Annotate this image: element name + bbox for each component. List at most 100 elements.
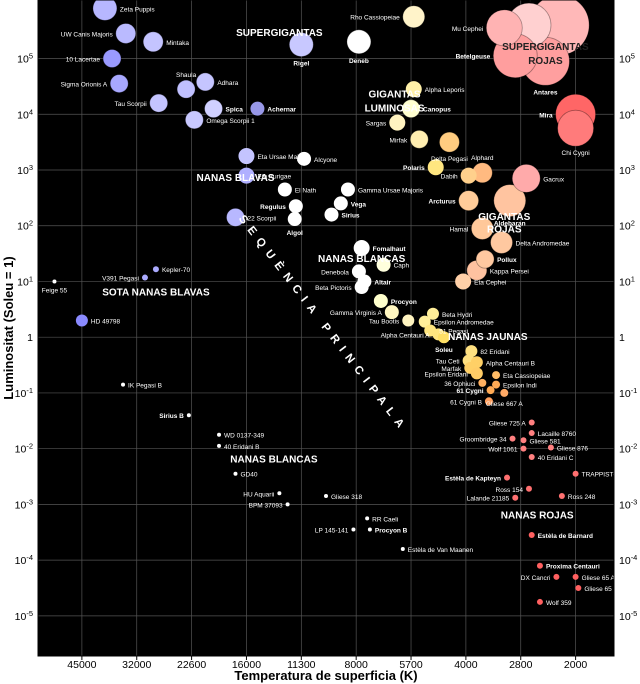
x-tick-label: 32000 bbox=[122, 659, 151, 671]
star-eta-ursae-majoris bbox=[238, 148, 255, 165]
star-label-tau-bootis: Tau Bootis bbox=[369, 318, 400, 325]
star-label-dx-cancri: DX Cancri bbox=[521, 575, 551, 582]
star-label-tau-scorpii: Tau Scorpii bbox=[115, 101, 147, 108]
star-label-v391-pegasi: V391 Pegasi bbox=[102, 276, 139, 283]
star-label-estela-de-barnard: Estèla de Barnard bbox=[538, 533, 593, 540]
star-procyon bbox=[373, 293, 388, 308]
star-rho-cassiopeiae bbox=[402, 5, 426, 29]
star-label-eta-cephei: Eta Cephei bbox=[474, 279, 506, 286]
star-label-gliese-725-a: Gliese 725 A bbox=[489, 420, 527, 427]
star-61-cygni bbox=[486, 386, 495, 395]
star-gacrux bbox=[511, 163, 541, 193]
star-label-mira: Mira bbox=[539, 112, 553, 119]
star-label-61-cygni-b: 61 Cygni B bbox=[450, 399, 482, 406]
y-tick-label: 10-5 bbox=[619, 609, 637, 623]
y-tick-label: 10-1 bbox=[619, 386, 637, 400]
star-gliese-725-a bbox=[528, 419, 535, 426]
star-label-82-eridani: 82 Eridani bbox=[480, 349, 509, 356]
x-tick-label: 22600 bbox=[177, 659, 206, 671]
star-label-deneb: Deneb bbox=[349, 58, 369, 65]
region-label-sota-nanas-blavas: SOTA NANAS BLAVAS bbox=[102, 287, 210, 298]
star-vega bbox=[333, 196, 348, 211]
star-groombridge-34 bbox=[509, 435, 516, 442]
star-label-proxima-centauri: Proxima Centauri bbox=[546, 564, 600, 571]
x-tick-label: 8000 bbox=[344, 659, 368, 671]
star-label-denebola: Denebola bbox=[321, 269, 349, 276]
star-label-uw-canis-majoris: UW Canis Majoris bbox=[61, 31, 114, 38]
star-label-gacrux: Gacrux bbox=[543, 176, 565, 183]
y-tick-label: 103 bbox=[17, 163, 33, 177]
star-label-hd-49798: HD 49798 bbox=[91, 318, 121, 325]
star-label-trappist-1: TRAPPIST-1 bbox=[582, 472, 620, 479]
star-gliese-65-b bbox=[575, 585, 582, 592]
star-spica bbox=[204, 99, 223, 119]
star-label-vega: Vega bbox=[351, 201, 367, 208]
star-label-lalande-21185: Lalande 21185 bbox=[467, 496, 510, 503]
star-gliese-581 bbox=[520, 437, 527, 444]
star-label-sirius: Sirius bbox=[341, 213, 359, 220]
star-caph bbox=[376, 257, 391, 272]
region-label-gigantas: GIGANTAS bbox=[369, 90, 421, 101]
star-ross-154 bbox=[525, 485, 532, 492]
star-delta-pegasi bbox=[439, 131, 460, 153]
stars bbox=[52, 0, 596, 605]
star-algol bbox=[287, 212, 302, 227]
star-sirius bbox=[324, 207, 339, 222]
region-label-nanas-rojas: NANAS ROJAS bbox=[501, 510, 574, 521]
star-label-hamal: Hamal bbox=[450, 227, 469, 234]
star-lalande-21185 bbox=[512, 494, 519, 501]
y-tick-label: 10-2 bbox=[619, 442, 637, 456]
star-label-fomalhaut: Fomalhaut bbox=[373, 246, 407, 253]
star-estela-de-kapteyn bbox=[504, 474, 511, 481]
y-tick-label: 10-3 bbox=[619, 497, 637, 511]
star-v391-pegasi bbox=[141, 274, 148, 281]
x-tick-label: 45000 bbox=[67, 659, 96, 671]
star-gliese-65-a bbox=[572, 573, 579, 580]
region-label-nanas-jaunas: NANAS JAUNAS bbox=[448, 332, 528, 343]
star-gliese-318 bbox=[324, 494, 328, 499]
star-label-soleu: Soleu bbox=[435, 347, 453, 354]
star-label-gliese-581: Gliese 581 bbox=[529, 438, 560, 445]
star-label-gliese-876: Gliese 876 bbox=[557, 446, 588, 453]
star-label-algol: Algol bbox=[287, 230, 303, 237]
star-label-51-pegasi: 51 Pegasi bbox=[439, 329, 468, 336]
star-fomalhaut bbox=[353, 240, 370, 257]
star-label-polaris: Polaris bbox=[403, 165, 425, 172]
y-tick-label: 10-4 bbox=[15, 553, 33, 567]
star-ross-248 bbox=[558, 493, 565, 500]
star-label-feige-55: Feige 55 bbox=[42, 287, 68, 294]
star-label-spica: Spica bbox=[226, 107, 244, 114]
star-eta-cassiopeiae bbox=[492, 371, 501, 380]
star-beta-hydri bbox=[426, 307, 439, 320]
star-label-adhara: Adhara bbox=[217, 80, 238, 87]
star-label-gliese-318: Gliese 318 bbox=[331, 494, 362, 501]
star-delta-andromedae bbox=[490, 231, 513, 254]
star-label-22-scorpii: 22 Scorpii bbox=[247, 215, 276, 222]
star-label-gliese-65-b: Gliese 65 B bbox=[584, 586, 618, 593]
star-label-wolf-359: Wolf 359 bbox=[546, 600, 572, 607]
star-zeta-puppis bbox=[92, 0, 118, 21]
star-22-scorpii bbox=[226, 207, 245, 227]
star-61-cygni-b bbox=[484, 397, 493, 406]
star-uw-canis-majoris bbox=[115, 23, 137, 44]
region-label-rojas: ROJAS bbox=[528, 56, 563, 67]
y-tick-label: 103 bbox=[619, 163, 635, 177]
star-omega-scorpii-1 bbox=[184, 110, 204, 130]
star-label-altair: Altair bbox=[374, 279, 391, 286]
star-epsilon-andromedae bbox=[418, 315, 431, 328]
star-mirfak bbox=[409, 129, 429, 149]
plot-frame bbox=[37, 0, 615, 657]
star-label-61-cygni: 61 Cygni bbox=[456, 388, 483, 395]
star-alpha-leporis bbox=[405, 81, 422, 98]
star-gamma-ursae-majoris bbox=[340, 182, 355, 197]
star-label-36-ophiuci: 36 Ophiuci bbox=[444, 381, 475, 388]
star-label-alpha-leporis: Alpha Leporis bbox=[425, 87, 465, 94]
x-tick-label: 2800 bbox=[509, 659, 533, 671]
star-tau-scorpii bbox=[149, 93, 169, 113]
region-label-nanas-blancas: NANAS BLANCAS bbox=[318, 254, 406, 265]
star-10-lacertae bbox=[102, 49, 122, 68]
star-sargas bbox=[389, 114, 406, 131]
y-tick-label: 1 bbox=[27, 332, 33, 344]
star-label-eta-aurigae: Eta Aurigae bbox=[257, 174, 291, 181]
star-polaris bbox=[427, 159, 444, 176]
